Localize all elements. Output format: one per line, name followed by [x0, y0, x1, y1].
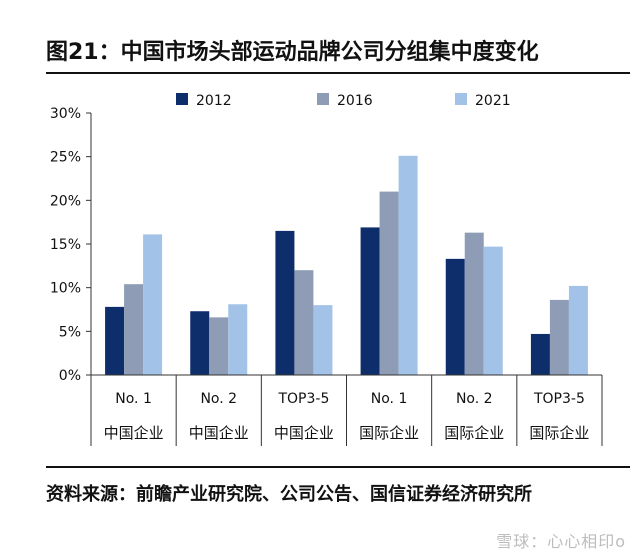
bar-2021-1	[228, 304, 248, 375]
watermark: 雪球：心心相印o	[496, 532, 626, 551]
legend-swatch-2021	[455, 93, 467, 105]
bar-2021-3	[398, 155, 418, 375]
x-tick-label-group: 中国企业	[274, 424, 334, 442]
bar-2016-2	[294, 270, 314, 375]
bar-2012-1	[190, 311, 210, 375]
y-axis: 0% 5% 10% 15% 20% 25% 30%	[50, 106, 92, 384]
x-tick-label-group: 国际企业	[444, 424, 504, 442]
legend-swatch-2016	[317, 93, 329, 105]
x-tick-label-rank: TOP3-5	[533, 391, 585, 407]
x-tick-label-rank: No. 2	[456, 391, 493, 407]
page-title: 图21：中国市场头部运动品牌公司分组集中度变化	[46, 40, 539, 65]
legend-label-2012: 2012	[196, 93, 232, 109]
x-tick-label-group: 国际企业	[359, 424, 419, 442]
x-tick-label-group: 中国企业	[189, 424, 249, 442]
x-tick-label-rank: No. 2	[200, 391, 237, 407]
y-tick-label: 5%	[59, 324, 81, 340]
legend-swatch-2012	[176, 93, 188, 105]
x-tick-label-group: 中国企业	[104, 424, 164, 442]
chart-legend: 2012 2016 2021	[176, 93, 511, 109]
bar-2016-3	[379, 191, 399, 375]
bar-2021-4	[483, 246, 503, 375]
x-tick-label-group: 国际企业	[529, 424, 589, 442]
bar-2016-1	[209, 317, 229, 375]
y-tick-label: 25%	[50, 150, 81, 166]
source-note: 资料来源：前瞻产业研究院、公司公告、国信证券经济研究所	[46, 484, 532, 505]
y-tick-label: 10%	[50, 281, 81, 297]
x-axis: No. 1 中国企业 No. 2 中国企业 TOP3-5 中国企业 No. 1 国际企业 No.…	[90, 374, 603, 446]
bar-2021-2	[313, 305, 333, 375]
bar-2021-5	[568, 285, 588, 375]
y-tick-label: 0%	[59, 368, 81, 384]
legend-label-2016: 2016	[337, 93, 373, 109]
title-rule	[46, 72, 630, 74]
bars	[105, 155, 588, 375]
bar-2016-5	[549, 299, 569, 375]
legend-label-2021: 2021	[475, 93, 511, 109]
y-tick-label: 30%	[50, 106, 81, 122]
bar-2016-0	[124, 284, 144, 375]
bar-2012-2	[275, 230, 295, 375]
bar-2012-5	[530, 333, 550, 375]
x-tick-label-rank: No. 1	[115, 391, 152, 407]
y-tick-label: 20%	[50, 193, 81, 209]
bar-2012-0	[105, 306, 125, 375]
y-tick-label: 15%	[50, 237, 81, 253]
bar-2021-0	[143, 234, 163, 375]
bar-2016-4	[464, 232, 484, 375]
x-tick-label-rank: TOP3-5	[277, 391, 329, 407]
x-tick-label-rank: No. 1	[371, 391, 408, 407]
bar-2012-4	[445, 258, 465, 375]
bar-2012-3	[360, 227, 380, 375]
source-rule	[46, 466, 630, 468]
